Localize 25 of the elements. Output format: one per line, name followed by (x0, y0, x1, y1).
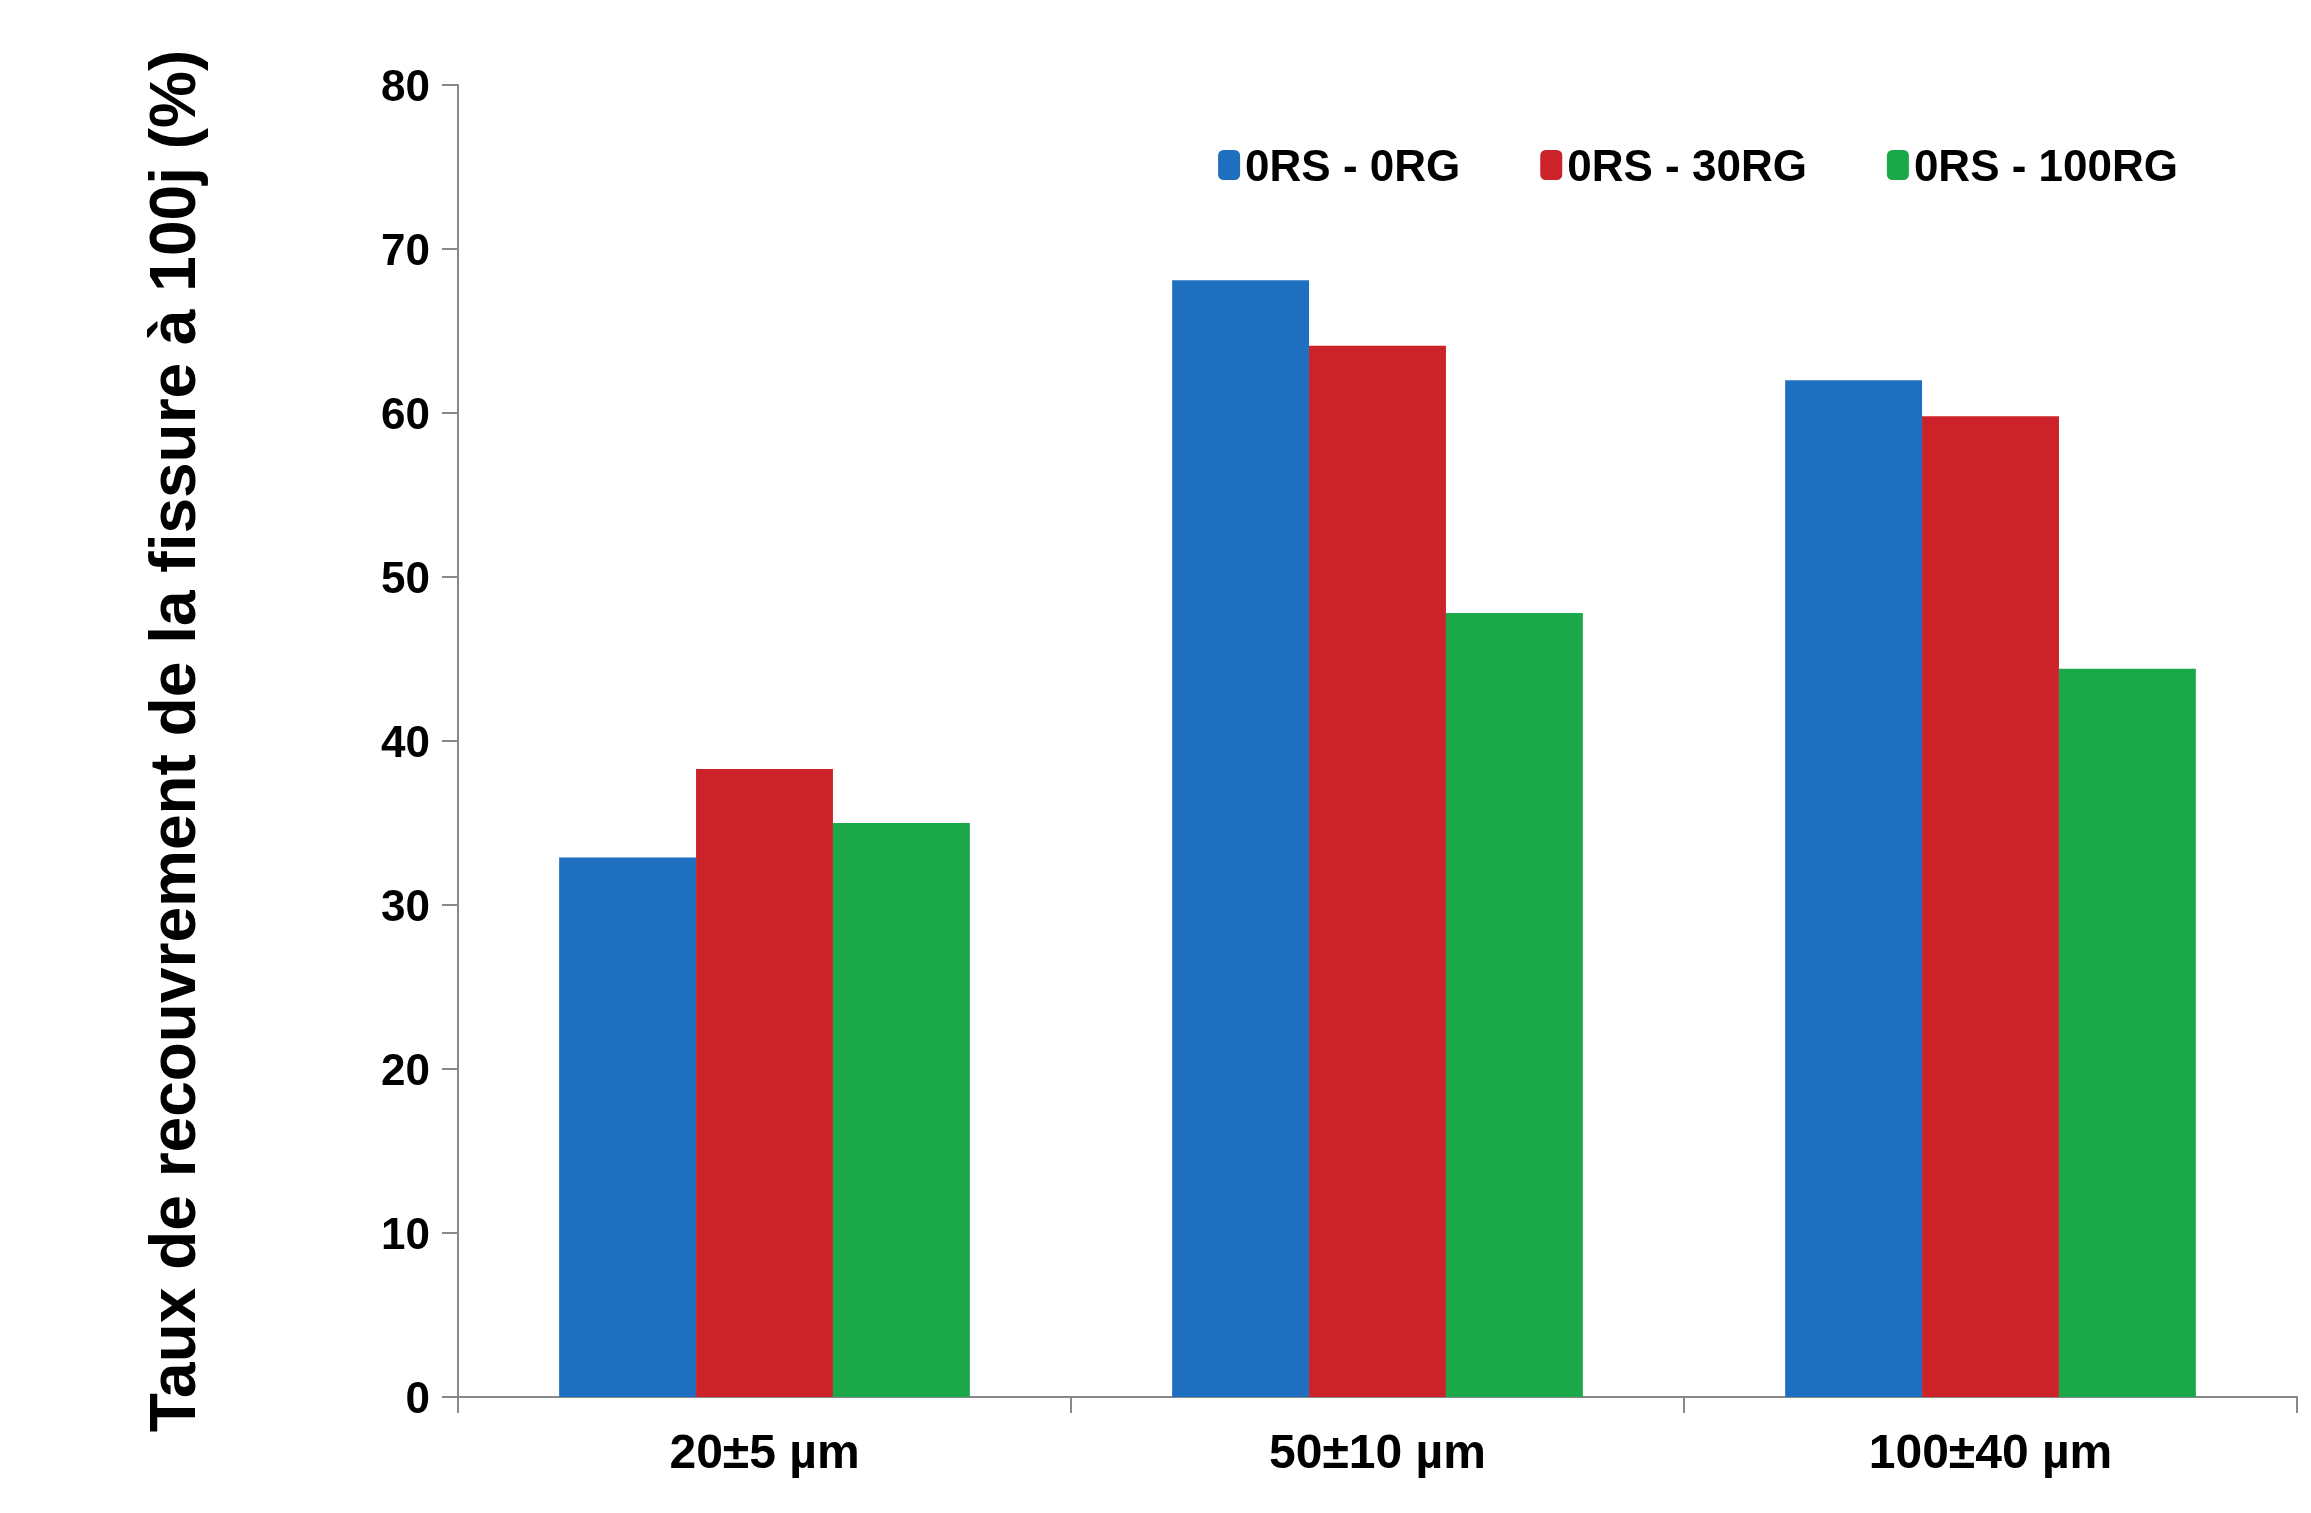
legend-label: 0RS - 0RG (1245, 140, 1461, 190)
x-tick-label: 100±40 µm (1868, 1424, 2113, 1478)
x-tick-label: 20±5 µm (669, 1424, 860, 1478)
y-tick-label: 20 (381, 1044, 430, 1094)
bar (1309, 345, 1446, 1397)
legend-label: 0RS - 30RG (1567, 140, 1807, 190)
y-tick-label: 30 (381, 880, 430, 930)
legend-label: 0RS - 100RG (1913, 140, 2178, 190)
bar (696, 768, 833, 1397)
y-tick-label: 80 (381, 60, 430, 110)
bar (559, 857, 697, 1397)
bar (832, 823, 970, 1397)
y-tick-label: 60 (381, 388, 430, 438)
y-tick-label: 10 (381, 1208, 430, 1258)
y-tick-label: 50 (381, 552, 430, 602)
x-tick-label: 50±10 µm (1269, 1424, 1486, 1478)
bar (1785, 380, 1923, 1397)
y-tick-label: 40 (381, 716, 430, 766)
y-axis-title: Taux de recouvrement de la fissure à 100j (%) (137, 49, 209, 1433)
bar (1922, 416, 2059, 1397)
bar (1172, 280, 1310, 1397)
bar (1445, 613, 1583, 1397)
y-tick-label: 0 (405, 1372, 430, 1422)
bar (2058, 668, 2196, 1397)
y-tick-label: 70 (381, 224, 430, 274)
